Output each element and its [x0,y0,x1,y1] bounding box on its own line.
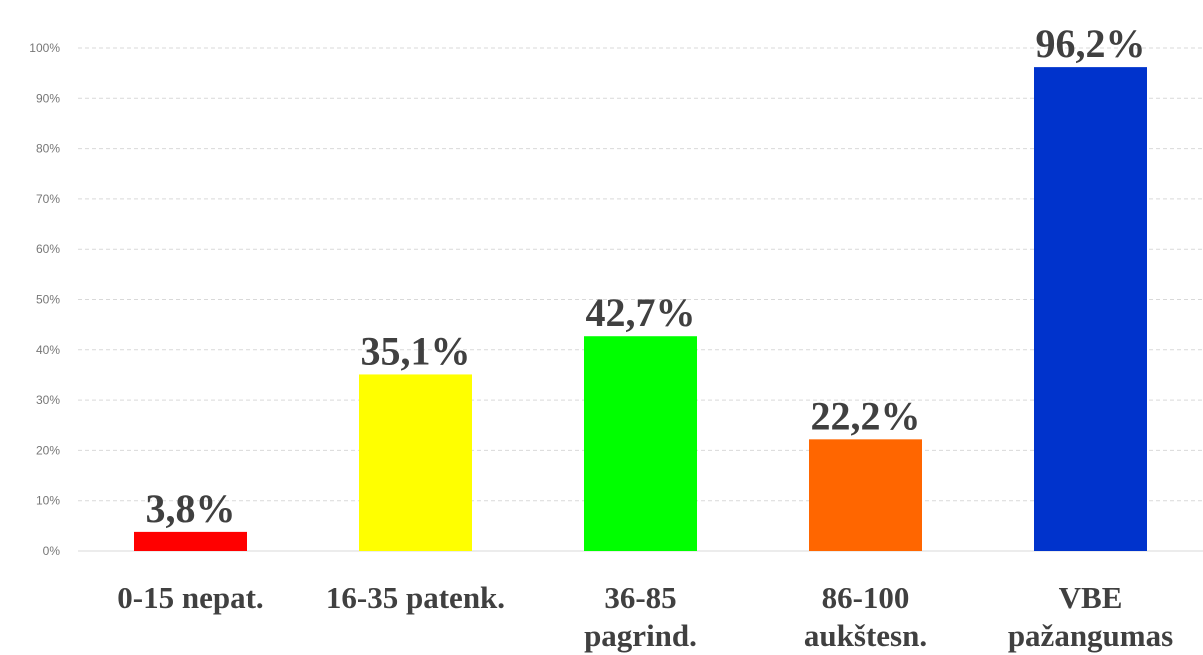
y-tick-label: 80% [36,142,60,156]
bars [134,67,1147,551]
data-label: 42,7% [586,290,696,335]
category-label: VBE pažangumas [1008,580,1173,653]
data-labels: 3,8% 35,1% 42,7% 22,2% 96,2% [146,21,1146,531]
y-tick-label: 50% [36,293,60,307]
category-label: 86-100 aukštesn. [804,580,927,653]
data-label: 3,8% [146,486,236,531]
y-axis-ticks: 0% 10% 20% 30% 40% 50% 60% 70% 80% 90% 100% [29,41,60,558]
data-label: 35,1% [361,328,471,373]
y-tick-label: 0% [43,544,61,558]
data-label: 96,2% [1036,21,1146,66]
bar [134,531,247,551]
y-tick-label: 40% [36,343,60,357]
bar [584,336,697,551]
x-axis-categories: 0-15 nepat. 16-35 patenk. 36-85 pagrind. 86-… [117,580,1173,653]
data-label: 22,2% [811,393,921,438]
category-label: 36-85 pagrind. [584,580,697,653]
category-label: 0-15 nepat. [117,580,263,615]
y-tick-label: 90% [36,91,60,105]
y-tick-label: 70% [36,192,60,206]
y-tick-label: 100% [29,41,60,55]
bar [359,374,472,551]
y-tick-label: 30% [36,393,60,407]
y-tick-label: 60% [36,242,60,256]
bar [809,439,922,551]
category-label: 16-35 patenk. [326,580,505,615]
y-tick-label: 10% [36,494,60,508]
bar [1034,67,1147,551]
y-tick-label: 20% [36,443,60,457]
